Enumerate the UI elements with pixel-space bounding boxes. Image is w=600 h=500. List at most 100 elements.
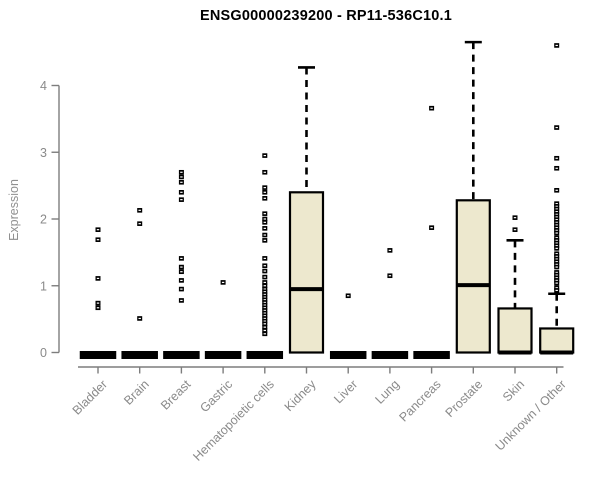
outlier-center-unknown-other-33 (555, 287, 558, 289)
outlier-center-unknown-other-28 (555, 271, 558, 273)
outlier-center-hematopoietic-cells-8 (263, 227, 266, 229)
boxplot-skin (497, 215, 533, 355)
box-skin (497, 307, 533, 354)
x-tick-label-hematopoietic-cells: Hematopoietic cells (190, 377, 277, 464)
x-tick-label-prostate: Prostate (443, 377, 486, 420)
outlier-center-unknown-other-1 (555, 126, 558, 129)
outlier-center-hematopoietic-cells-19 (263, 293, 266, 296)
outlier-center-unknown-other-34 (555, 289, 558, 292)
outlier-center-unknown-other-9 (555, 213, 558, 215)
outlier-center-breast-6 (180, 266, 183, 268)
outlier-center-hematopoietic-cells-17 (263, 288, 266, 290)
x-tick-label-breast: Breast (158, 377, 194, 413)
outlier-center-brain-1 (138, 223, 141, 225)
outlier-center-breast-1 (180, 176, 183, 178)
collapsed-box-liver (329, 351, 367, 359)
outlier-center-hematopoietic-cells-12 (263, 265, 266, 267)
x-tick-label-bladder: Bladder (70, 377, 110, 417)
x-tick-label-lung: Lung (372, 377, 402, 407)
x-tick-label-skin: Skin (500, 377, 527, 404)
collapsed-box-brain (121, 351, 158, 359)
outlier-center-hematopoietic-cells-32 (263, 329, 266, 332)
boxplot-gastric (204, 280, 242, 359)
x-tick-label-liver: Liver (331, 377, 360, 406)
outlier-center-unknown-other-13 (555, 224, 558, 226)
outlier-center-unknown-other-2 (555, 157, 558, 159)
outlier-center-unknown-other-12 (555, 221, 558, 223)
outlier-center-unknown-other-16 (555, 232, 558, 234)
x-tick-label-pancreas: Pancreas (396, 377, 443, 424)
outlier-center-bladder-2 (96, 277, 100, 280)
collapsed-box-breast (163, 351, 200, 359)
box-prostate (455, 199, 491, 354)
chart-title: ENSG00000239200 - RP11-536C10.1 (199, 8, 453, 24)
outlier-center-unknown-other-7 (555, 208, 558, 210)
outlier-center-unknown-other-0 (555, 44, 558, 47)
y-tick-label-0: 0 (40, 346, 47, 360)
outlier-center-hematopoietic-cells-23 (263, 304, 266, 306)
outlier-center-unknown-other-19 (555, 242, 558, 244)
outlier-center-unknown-other-11 (555, 219, 558, 221)
outlier-center-lung-0 (388, 249, 392, 251)
outlier-center-unknown-other-8 (555, 211, 558, 213)
outlier-center-unknown-other-17 (555, 237, 558, 239)
outlier-center-unknown-other-31 (555, 279, 558, 282)
x-tick-label-gastric: Gastric (197, 377, 235, 415)
boxplot-brain (121, 208, 158, 359)
y-tick-label-4: 4 (40, 79, 47, 93)
outlier-center-breast-2 (180, 181, 183, 183)
outlier-center-hematopoietic-cells-30 (263, 323, 266, 325)
outlier-center-hematopoietic-cells-3 (263, 191, 266, 193)
outlier-center-unknown-other-4 (555, 189, 558, 191)
box-unknown-other (539, 327, 575, 354)
outlier-center-hematopoietic-cells-20 (263, 296, 266, 298)
y-tick-label-3: 3 (40, 146, 47, 160)
collapsed-box-hematopoietic-cells (246, 351, 284, 359)
outlier-center-unknown-other-3 (555, 167, 558, 169)
outlier-center-bladder-1 (96, 239, 100, 241)
outlier-center-pancreas-1 (430, 227, 433, 229)
outlier-center-unknown-other-30 (555, 277, 558, 279)
outlier-center-unknown-other-5 (555, 203, 558, 205)
outlier-center-hematopoietic-cells-22 (263, 301, 266, 304)
outlier-center-unknown-other-10 (555, 216, 558, 218)
boxplot-pancreas (413, 105, 450, 359)
outlier-center-skin-1 (513, 229, 517, 231)
outlier-center-breast-4 (180, 199, 183, 201)
outlier-center-unknown-other-26 (555, 263, 558, 265)
outlier-center-hematopoietic-cells-0 (263, 154, 266, 157)
outlier-center-gastric-0 (221, 281, 225, 284)
outlier-center-hematopoietic-cells-6 (263, 218, 266, 220)
outlier-center-unknown-other-25 (555, 261, 558, 263)
outlier-center-hematopoietic-cells-1 (263, 171, 266, 173)
outlier-center-hematopoietic-cells-33 (263, 333, 266, 335)
outlier-center-unknown-other-15 (555, 229, 558, 231)
outlier-center-bladder-4 (96, 307, 100, 309)
outlier-center-bladder-3 (96, 302, 100, 304)
y-tick-label-1: 1 (40, 279, 47, 293)
outlier-center-breast-9 (180, 288, 183, 290)
outlier-center-hematopoietic-cells-31 (263, 326, 266, 328)
outlier-center-hematopoietic-cells-11 (263, 257, 266, 259)
outlier-center-unknown-other-22 (555, 253, 558, 255)
x-tick-label-brain: Brain (121, 377, 152, 408)
x-tick-label-kidney: Kidney (282, 377, 319, 414)
boxplot-lung (371, 248, 409, 359)
outlier-center-brain-0 (138, 209, 141, 211)
outlier-center-hematopoietic-cells-16 (263, 285, 266, 287)
boxplot-bladder (79, 227, 117, 359)
outlier-center-unknown-other-18 (555, 239, 558, 241)
outlier-center-breast-8 (180, 279, 183, 282)
outlier-center-hematopoietic-cells-24 (263, 307, 266, 309)
outlier-center-bladder-0 (96, 229, 100, 231)
outlier-center-breast-5 (180, 257, 183, 259)
outlier-center-skin-0 (513, 217, 517, 219)
outlier-center-breast-3 (180, 191, 183, 193)
outlier-center-unknown-other-23 (555, 255, 558, 257)
outlier-center-hematopoietic-cells-4 (263, 197, 266, 199)
y-tick-label-2: 2 (40, 213, 47, 227)
outlier-center-lung-1 (388, 275, 392, 277)
boxplot-hematopoietic-cells (246, 153, 284, 359)
